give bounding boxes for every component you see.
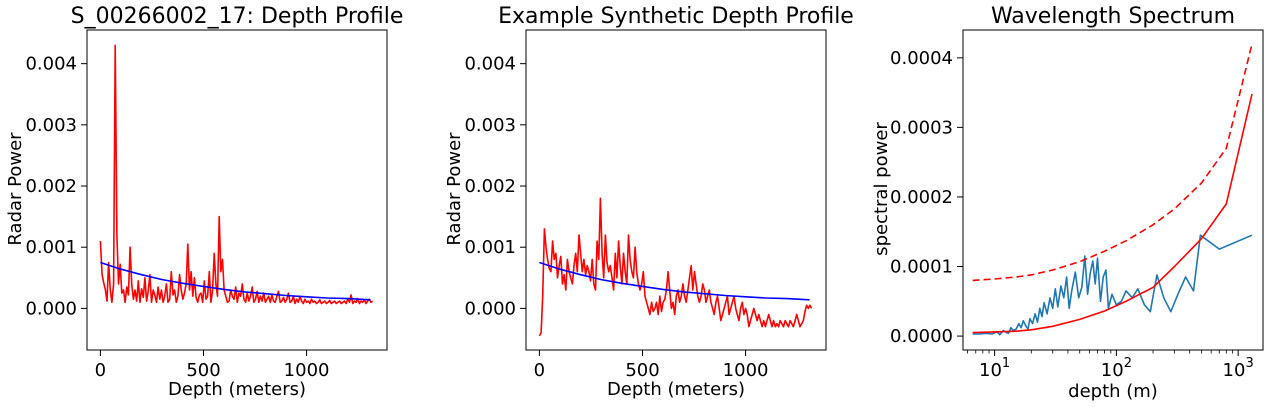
axis-ticks: 0 500 1000 0.000 0.001 0.002 0.003 0.004	[25, 54, 329, 381]
y-tick-label: 0.001	[25, 237, 77, 258]
y-tick-label: 0.002	[464, 176, 516, 197]
y-tick-label: 0.001	[464, 237, 516, 258]
y-tick-label: 0.0004	[890, 48, 953, 69]
axes-frame	[86, 29, 388, 351]
x-axis-label: Depth (meters)	[607, 379, 745, 400]
axis-ticks: 101 102 103 0.0000 0.0001 0.0002 0.0003 0.0004	[890, 48, 1254, 381]
wavelength-spectrum-chart: Wavelength Spectrum depth (m) spectral p…	[871, 4, 1264, 402]
axes-frame	[525, 29, 827, 351]
chart-title: S_00266002_17: Depth Profile	[71, 4, 404, 29]
y-axis-label: spectral power	[871, 122, 892, 256]
series-line-1	[539, 261, 810, 301]
data-series	[99, 44, 374, 305]
y-axis-label: Radar Power	[444, 132, 465, 246]
y-tick-label: 0.002	[25, 176, 77, 197]
axis-ticks: 0 500 1000 0.000 0.001 0.002 0.003 0.004	[464, 54, 768, 381]
y-tick-label: 0.000	[25, 298, 77, 319]
y-tick-label: 0.003	[25, 115, 77, 136]
series-line-1	[972, 93, 1253, 334]
x-tick-label: 1000	[284, 360, 330, 381]
y-tick-label: 0.004	[25, 54, 77, 75]
x-tick-label: 103	[1223, 356, 1254, 381]
series-line-0	[99, 44, 374, 305]
x-tick-label: 101	[979, 356, 1010, 381]
x-tick-label: 0	[534, 360, 545, 381]
data-series	[972, 43, 1253, 336]
synthetic-depth-profile-chart: Example Synthetic Depth Profile Depth (m…	[444, 4, 854, 400]
series-line-2	[972, 43, 1253, 282]
x-tick-label: 500	[625, 360, 659, 381]
depth-profile-chart: S_00266002_17: Depth Profile Depth (mete…	[5, 4, 403, 400]
chart-title: Wavelength Spectrum	[991, 4, 1235, 29]
x-axis-label: depth (m)	[1068, 381, 1158, 402]
series-line-0	[972, 234, 1253, 336]
series-line-0	[538, 197, 813, 337]
x-tick-label: 1000	[723, 360, 769, 381]
chart-title: Example Synthetic Depth Profile	[498, 4, 854, 29]
y-tick-label: 0.000	[464, 298, 516, 319]
y-tick-label: 0.0000	[890, 326, 953, 347]
x-tick-label: 102	[1101, 356, 1132, 381]
x-tick-label: 0	[95, 360, 106, 381]
series-line-1	[100, 261, 371, 301]
y-axis-label: Radar Power	[5, 132, 26, 246]
y-tick-label: 0.003	[464, 115, 516, 136]
y-tick-label: 0.0003	[890, 117, 953, 138]
x-tick-label: 500	[186, 360, 220, 381]
data-series	[538, 197, 813, 337]
x-axis-label: Depth (meters)	[168, 379, 306, 400]
y-tick-label: 0.004	[464, 54, 516, 75]
axes-frame	[962, 29, 1264, 351]
y-tick-label: 0.0001	[890, 257, 953, 278]
y-tick-label: 0.0002	[890, 187, 953, 208]
